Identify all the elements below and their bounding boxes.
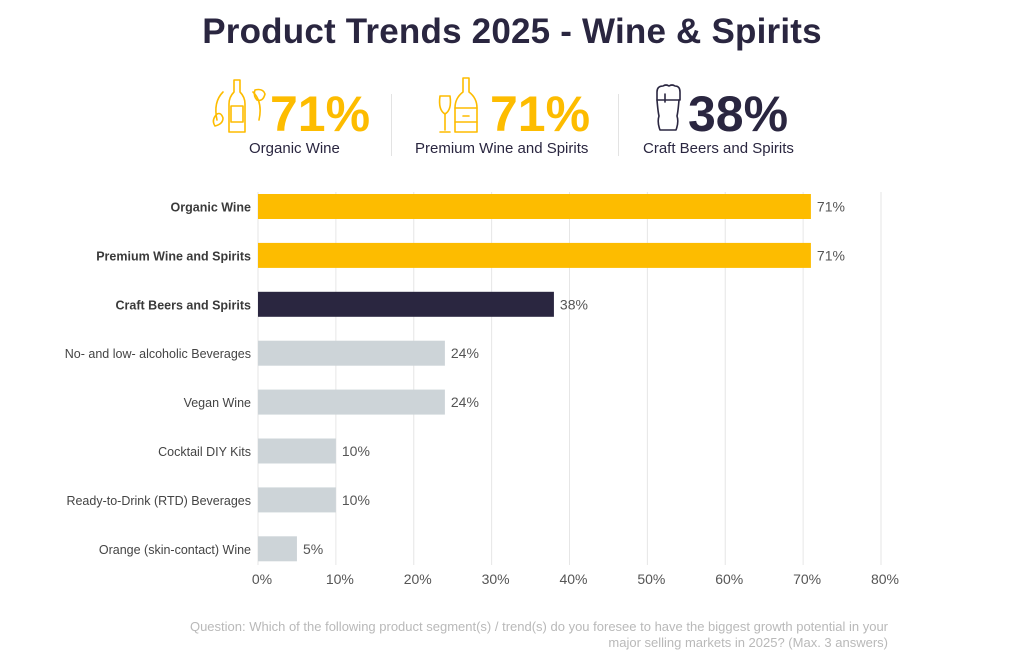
category-label: Craft Beers and Spirits (116, 298, 252, 312)
value-label: 5% (303, 541, 323, 557)
kpi-value: 38% (688, 86, 789, 142)
x-tick-label: 0% (252, 571, 272, 587)
value-label: 71% (817, 199, 845, 215)
category-label: Premium Wine and Spirits (96, 249, 251, 263)
kpi-value: 71% (490, 86, 591, 142)
kpi-premium-wine-spirits: 71% Premium Wine and Spirits (412, 72, 612, 164)
kpi-label: Organic Wine (249, 140, 340, 157)
bar-ready-to-drink-rtd-beverages (258, 487, 336, 513)
x-tick-label: 60% (715, 571, 743, 587)
bar-cocktail-diy-kits (258, 438, 336, 464)
bar-craft-beers-and-spirits (258, 291, 554, 317)
x-tick-label: 40% (559, 571, 587, 587)
kpi-value: 71% (270, 86, 371, 142)
bar-premium-wine-and-spirits (258, 242, 811, 268)
x-tick-label: 20% (404, 571, 432, 587)
category-label: No- and low- alcoholic Beverages (65, 347, 251, 361)
value-label: 24% (451, 394, 479, 410)
x-tick-label: 10% (326, 571, 354, 587)
category-label: Cocktail DIY Kits (158, 445, 251, 459)
x-tick-label: 30% (482, 571, 510, 587)
x-tick-label: 70% (793, 571, 821, 587)
bar-chart: Organic Wine Premium Wine and Spirits Craf… (65, 192, 899, 587)
category-labels: Organic Wine Premium Wine and Spirits Craf… (65, 201, 251, 557)
kpi-craft-beers-spirits: 38% Craft Beers and Spirits (640, 72, 820, 164)
category-label: Organic Wine (171, 201, 252, 215)
x-axis-ticks: 0% 10% 20% 30% 40% 50% 60% 70% 80% (252, 571, 899, 587)
category-label: Vegan Wine (184, 396, 251, 410)
bar-no-and-low-alcoholic-beverages (258, 340, 445, 366)
bar-vegan-wine (258, 389, 445, 415)
question-footnote: Question: Which of the following product… (128, 619, 888, 650)
footnote-line-1: Question: Which of the following product… (189, 619, 888, 634)
kpi-divider (391, 94, 392, 156)
value-label: 10% (342, 443, 370, 459)
organic-wine-bottle-icon (209, 76, 267, 141)
champagne-bottle-glass-icon (436, 76, 488, 141)
x-tick-label: 80% (871, 571, 899, 587)
value-label: 10% (342, 492, 370, 508)
bar-orange-skin-contact-wine (258, 536, 297, 562)
page-title: Product Trends 2025 - Wine & Spirits (202, 12, 822, 51)
category-label: Ready-to-Drink (RTD) Beverages (66, 494, 251, 508)
bar-organic-wine (258, 194, 811, 219)
kpi-label: Craft Beers and Spirits (643, 140, 794, 157)
value-labels: 71% 71% 38% 24% 24% 10% 10% 5% (303, 199, 845, 557)
kpi-divider (618, 94, 619, 156)
kpi-organic-wine: 71% Organic Wine (205, 72, 385, 164)
footnote-line-2: major selling markets in 2025? (Max. 3 a… (608, 634, 888, 650)
value-label: 38% (560, 296, 588, 312)
x-tick-label: 50% (637, 571, 665, 587)
category-label: Orange (skin-contact) Wine (99, 543, 251, 557)
beer-glass-icon (654, 84, 682, 139)
value-label: 24% (451, 345, 479, 361)
kpi-label: Premium Wine and Spirits (415, 140, 589, 157)
value-label: 71% (817, 247, 845, 263)
bars (258, 194, 811, 562)
